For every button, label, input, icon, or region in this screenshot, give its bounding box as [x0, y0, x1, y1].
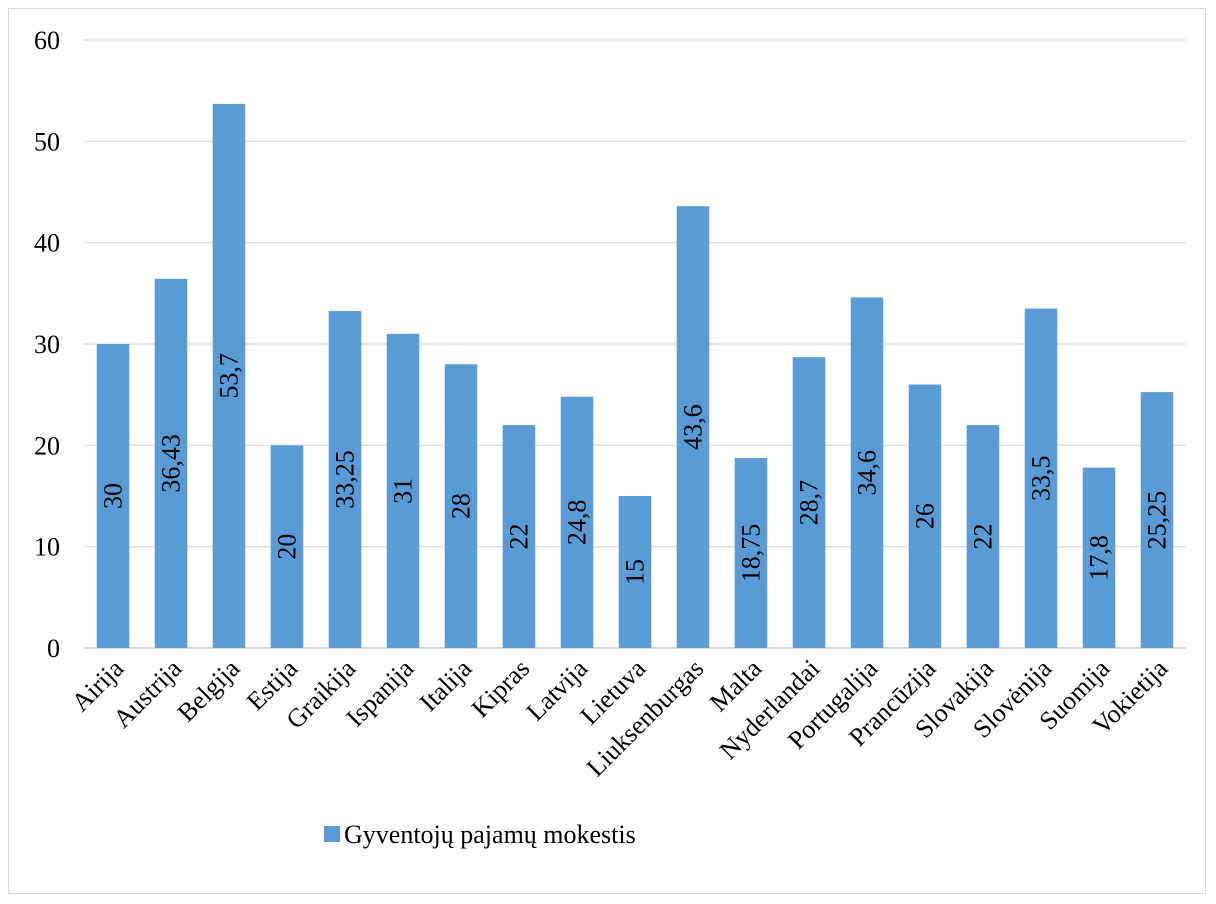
chart-frame — [8, 8, 1206, 894]
gridlines — [84, 39, 1186, 649]
y-tick-label: 30 — [34, 330, 60, 359]
category-labels: AirijaAustrijaBelgijaEstijaGraikijaIspan… — [66, 653, 1174, 782]
data-label: 34,6 — [853, 450, 882, 496]
data-label: 53,7 — [215, 353, 244, 399]
data-label: 20 — [273, 534, 302, 560]
category-label: Belgija — [172, 653, 246, 727]
bar — [850, 297, 884, 648]
bar — [966, 425, 1000, 648]
data-label: 24,8 — [563, 500, 592, 546]
legend: Gyventojų pajamų mokestis — [324, 820, 636, 849]
bar — [792, 357, 826, 648]
data-label: 22 — [505, 524, 534, 550]
bar — [1140, 392, 1174, 648]
bar — [1024, 308, 1058, 648]
y-tick-label: 0 — [47, 634, 60, 663]
bar — [1082, 467, 1116, 648]
y-tick-label: 40 — [34, 229, 60, 258]
data-label: 15 — [621, 559, 650, 585]
y-tick-label: 50 — [34, 127, 60, 156]
bar — [270, 445, 304, 648]
bar — [386, 333, 420, 648]
bar — [96, 344, 130, 648]
category-label: Italija — [414, 653, 478, 717]
bar — [734, 458, 768, 648]
data-label: 26 — [911, 503, 940, 529]
data-label: 28,7 — [795, 480, 824, 526]
data-label: 36,43 — [157, 434, 186, 493]
legend-label: Gyventojų pajamų mokestis — [344, 820, 636, 849]
y-tick-label: 60 — [34, 26, 60, 55]
bar — [676, 206, 710, 649]
data-label: 25,25 — [1143, 491, 1172, 550]
bar — [560, 396, 594, 648]
category-label: Kipras — [466, 654, 536, 724]
bar — [154, 278, 188, 648]
y-axis-ticks: 0 10 20 30 40 50 60 — [34, 26, 60, 663]
data-label: 30 — [99, 483, 128, 509]
data-label: 18,75 — [737, 524, 766, 583]
legend-swatch — [324, 826, 340, 842]
bar — [502, 425, 536, 648]
y-tick-label: 10 — [34, 533, 60, 562]
category-label: Ispanija — [341, 653, 420, 732]
data-label: 33,25 — [331, 450, 360, 509]
bar — [212, 103, 246, 649]
y-tick-label: 20 — [34, 431, 60, 460]
bar — [618, 496, 652, 648]
data-label: 28 — [447, 493, 476, 519]
data-label: 33,5 — [1027, 456, 1056, 502]
bar — [328, 311, 362, 648]
data-labels: 30 36,43 53,7 20 33,25 31 28 22 24,8 15 43,6 18,75 2… — [99, 353, 1172, 585]
data-label: 43,6 — [679, 404, 708, 450]
bars — [96, 103, 1174, 649]
data-label: 22 — [969, 524, 998, 550]
bar — [908, 384, 942, 648]
data-label: 17,8 — [1085, 535, 1114, 581]
bar — [444, 364, 478, 648]
data-label: 31 — [389, 478, 418, 504]
